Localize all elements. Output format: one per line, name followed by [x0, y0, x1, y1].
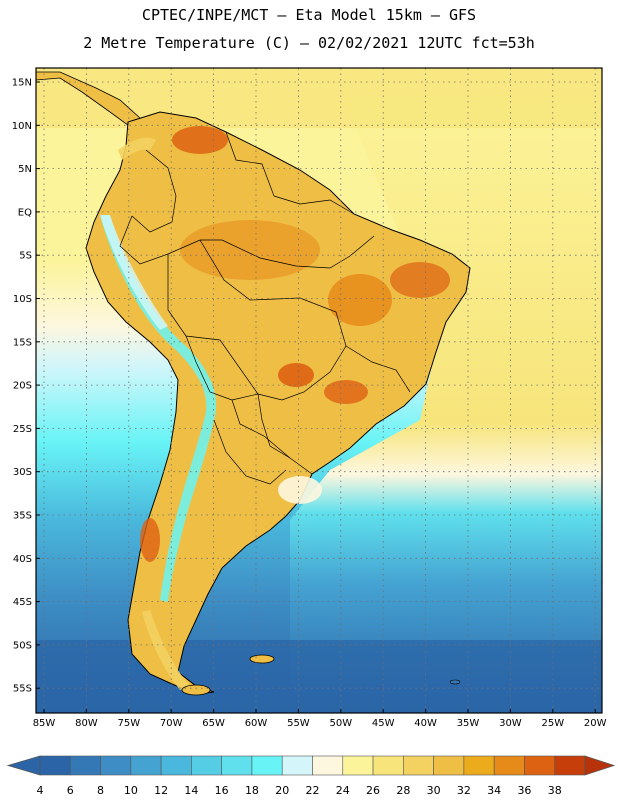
colorbar-label: 24 [336, 784, 350, 797]
lat-label: 5S [19, 251, 32, 262]
colorbar-left-arrow [6, 755, 41, 776]
colorbar-swatch [69, 755, 101, 776]
colorbar-label: 22 [306, 784, 320, 797]
colorbar-label: 18 [245, 784, 259, 797]
colorbar-swatch [100, 755, 132, 776]
colorbar-swatch [403, 755, 434, 776]
colorbar-label: 14 [184, 784, 198, 797]
colorbar-swatch [342, 755, 374, 776]
lon-label: 35W [457, 718, 480, 729]
colorbar-label: 8 [97, 784, 104, 797]
colorbar-swatch [312, 755, 344, 776]
colorbar-label: 36 [517, 784, 531, 797]
lon-label: 70W [160, 718, 183, 729]
colorbar-label: 32 [457, 784, 471, 797]
lon-label: 65W [202, 718, 225, 729]
lat-label: 50S [13, 640, 32, 651]
country-borders [119, 131, 411, 485]
colorbar-right-arrow [584, 755, 616, 776]
lon-label: 60W [245, 718, 268, 729]
lon-label: 55W [287, 718, 310, 729]
lat-label: 10S [13, 294, 32, 305]
colorbar-swatch [251, 755, 283, 776]
lon-label: 80W [75, 718, 98, 729]
colorbar-swatch [463, 755, 495, 776]
andes-cold-ridge [100, 215, 217, 602]
lon-label: 50W [329, 718, 352, 729]
lon-label: 20W [584, 718, 607, 729]
map-frame [35, 67, 603, 714]
lon-label: 30W [499, 718, 522, 729]
colorbar-label: 12 [154, 784, 168, 797]
colorbar-label: 20 [275, 784, 289, 797]
lat-label: 55S [13, 684, 32, 695]
latitude-labels: 15N 10N 5N EQ 5S 10S 15S 20S 25S 30S 35S 40S 45S 50S 5… [12, 78, 40, 695]
lat-label: 5N [18, 164, 32, 175]
lon-label: 45W [372, 718, 395, 729]
lat-label: 15S [13, 337, 32, 348]
map-field [36, 68, 602, 713]
lon-label: 85W [33, 718, 56, 729]
lat-label: 40S [13, 554, 32, 565]
colorbar-swatch [372, 755, 404, 776]
graticule [36, 68, 602, 713]
colorbar-swatch [130, 755, 162, 776]
colorbar-swatch [554, 755, 586, 776]
map-subtitle: 2 Metre Temperature (C) – 02/02/2021 12U… [83, 34, 535, 52]
colorbar-label: 30 [427, 784, 441, 797]
lat-label: 15N [12, 78, 32, 89]
south-america-land [85, 111, 471, 695]
colorbar-label: 38 [548, 784, 562, 797]
colorbar-swatch [221, 755, 253, 776]
lat-label: 30S [13, 467, 32, 478]
colorbar-label: 6 [67, 784, 74, 797]
map-title: CPTEC/INPE/MCT – Eta Model 15km – GFS [141, 6, 477, 24]
colorbar: 4 6 8 10 12 14 16 18 20 22 24 26 28 30 32 34 36 38 [6, 755, 616, 797]
colorbar-swatch [433, 755, 465, 776]
colorbar-label: 28 [396, 784, 410, 797]
lat-label: 10N [12, 121, 32, 132]
longitude-labels: 85W 80W 75W 70W 65W 60W 55W 50W 45W 40W 35W 30W 25W 2… [33, 709, 607, 729]
lat-label: 45S [13, 597, 32, 608]
lat-label: 25S [13, 424, 32, 435]
colorbar-swatch [191, 755, 222, 776]
colorbar-label: 10 [124, 784, 138, 797]
colorbar-label: 34 [487, 784, 501, 797]
colorbar-swatch [39, 755, 71, 776]
colorbar-swatch [524, 755, 556, 776]
lat-label: EQ [18, 207, 32, 218]
colorbar-label: 4 [37, 784, 44, 797]
colorbar-label: 26 [366, 784, 380, 797]
lon-label: 75W [117, 718, 140, 729]
lon-label: 40W [414, 718, 437, 729]
lon-label: 25W [541, 718, 564, 729]
colorbar-swatch [281, 755, 313, 776]
colorbar-swatch [160, 755, 192, 776]
lat-label: 20S [13, 381, 32, 392]
lat-label: 35S [13, 511, 32, 522]
colorbar-label: 16 [215, 784, 229, 797]
colorbar-swatch [493, 755, 525, 776]
